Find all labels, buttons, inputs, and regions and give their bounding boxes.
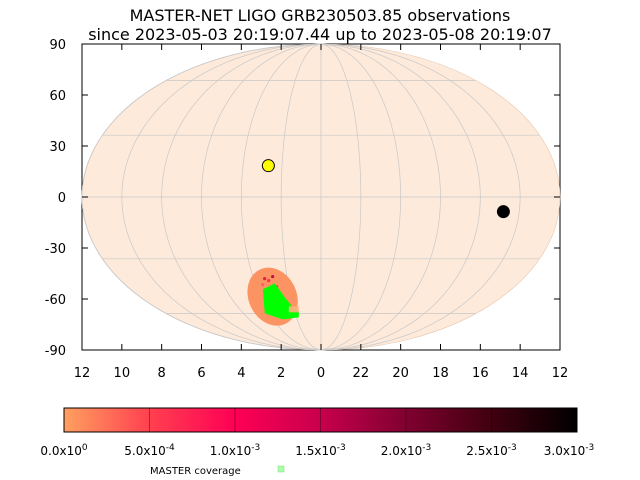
y-tick-label: 60 [49,89,66,104]
legend-swatch [277,465,285,473]
x-tick-label: 4 [237,366,245,381]
x-tick-label: 20 [392,366,409,381]
probability-hotspot [271,275,275,279]
colorbar-tick-label: 0.0x100 [40,443,87,458]
y-tick-label: 90 [49,38,66,53]
chart-title-block: MASTER-NET LIGO GRB230503.85 observation… [0,6,640,44]
probability-hotspot [267,279,271,283]
x-tick-label: 0 [317,366,325,381]
point-sun [261,159,275,173]
colorbar-tick-label: 5.0x10-4 [124,443,175,458]
x-tick-label: 12 [552,366,569,381]
x-tick-label: 14 [512,366,529,381]
x-tick-label: 12 [74,366,91,381]
x-tick-label: 18 [432,366,449,381]
colorbar-tick-label: 1.5x10-3 [295,443,345,458]
colorbar-tick-label: 2.5x10-3 [466,443,516,458]
chart-title: MASTER-NET LIGO GRB230503.85 observation… [129,6,511,25]
colorbar-tick-label: 2.0x10-3 [381,443,431,458]
point-moon [496,205,510,219]
colorbar-tick-label: 3.0x10-3 [544,443,594,458]
x-tick-label: 8 [158,366,166,381]
legend-label: MASTER coverage [150,466,241,477]
x-tick-label: 22 [353,366,370,381]
y-tick-label: 30 [49,140,66,155]
probability-hotspot [261,283,265,287]
coverage-gap [288,306,299,313]
probability-hotspot [263,277,267,281]
chart-subtitle: since 2023-05-03 20:19:07.44 up to 2023-… [88,25,552,44]
y-tick-label: -60 [45,293,66,308]
x-tick-label: 10 [114,366,131,381]
x-tick-label: 6 [197,366,205,381]
x-tick-label: 16 [472,366,489,381]
y-tick-label: 0 [58,191,66,206]
x-tick-label: 2 [277,366,285,381]
y-tick-label: -30 [45,242,66,257]
y-tick-label: -90 [45,344,66,359]
colorbar-tick-label: 1.0x10-3 [210,443,260,458]
